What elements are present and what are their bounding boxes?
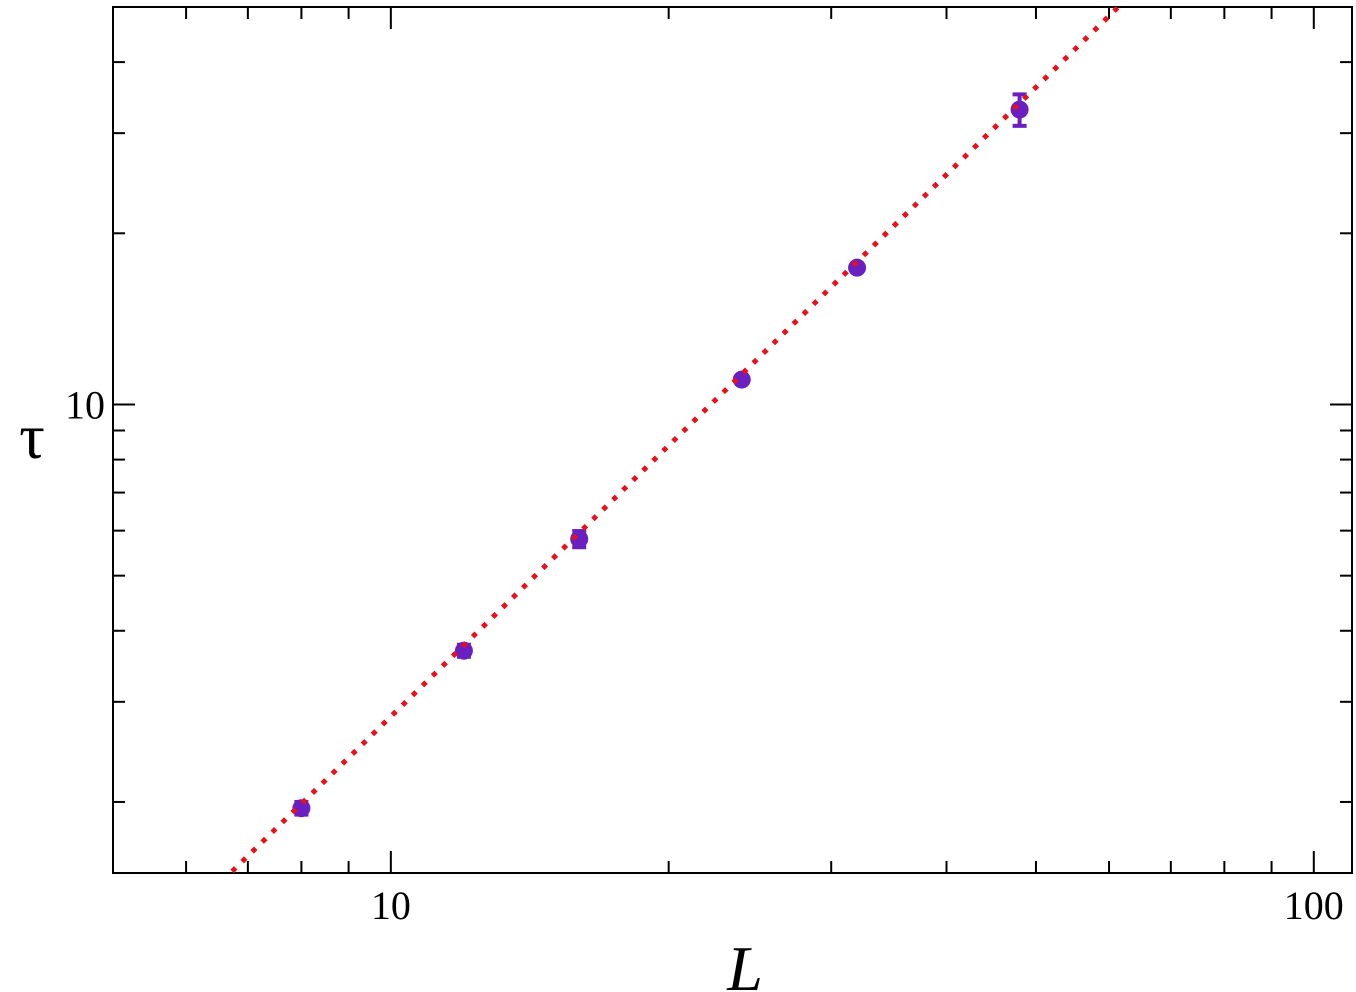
- data-point: [292, 799, 311, 818]
- data-point: [454, 641, 473, 660]
- x-tick-label: 100: [1284, 883, 1344, 928]
- x-axis-label: L: [726, 933, 763, 992]
- plot-frame: [112, 6, 1353, 874]
- fit-line: [230, 7, 1121, 873]
- data-point: [732, 370, 751, 389]
- y-axis-label: τ: [19, 401, 45, 472]
- y-tick-label: 10: [65, 382, 105, 427]
- data-point: [848, 258, 867, 277]
- data-point: [1010, 100, 1029, 119]
- x-tick-label: 10: [371, 883, 411, 928]
